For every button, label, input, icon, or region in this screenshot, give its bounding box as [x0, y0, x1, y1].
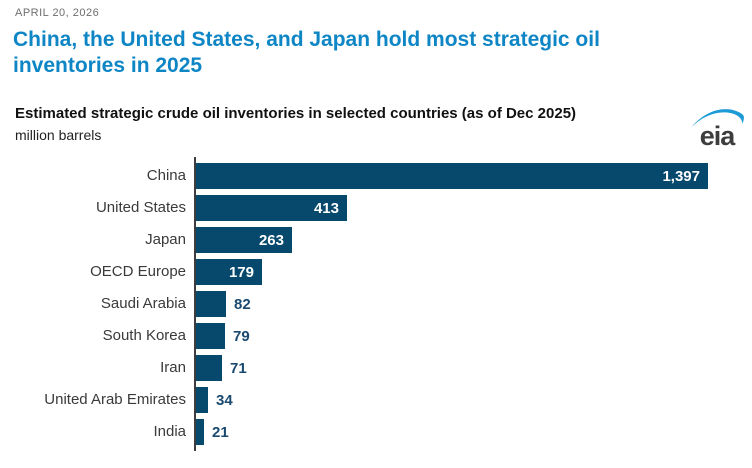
eia-logo-text: eia: [699, 121, 736, 151]
chart-rows: China 1,397 United States 413 Japan 263 OECD E…: [0, 160, 752, 448]
bar-plot-area: 79: [196, 320, 752, 352]
bar-plot-area: 21: [196, 416, 752, 448]
bar-value-label: 1,397: [662, 167, 700, 185]
bar: [196, 355, 222, 381]
bar: 1,397: [196, 163, 708, 189]
bar: 179: [196, 259, 262, 285]
bar-value-label: 71: [230, 359, 247, 377]
bar-row: China 1,397: [0, 160, 752, 192]
eia-logo: eia: [688, 104, 746, 151]
bar-plot-area: 263: [196, 224, 752, 256]
headline: China, the United States, and Japan hold…: [13, 27, 600, 79]
article-date: APRIL 20, 2026: [15, 7, 100, 19]
bar-chart: China 1,397 United States 413 Japan 263 OECD E…: [0, 157, 752, 451]
eia-swoosh-icon: [691, 109, 744, 128]
bar-value-label: 79: [233, 327, 250, 345]
bar-row: United States 413: [0, 192, 752, 224]
bar-plot-area: 1,397: [196, 160, 752, 192]
bar-row: Saudi Arabia 82: [0, 288, 752, 320]
bar-category-label: OECD Europe: [90, 263, 186, 280]
bar-value-label: 34: [216, 391, 233, 409]
bar-value-label: 413: [313, 199, 339, 217]
bar-value-label: 263: [258, 231, 284, 249]
bar-plot-area: 82: [196, 288, 752, 320]
bar: [196, 323, 225, 349]
bar-value-label: 21: [212, 423, 229, 441]
bar-row: India 21: [0, 416, 752, 448]
headline-line-1: China, the United States, and Japan hold…: [13, 28, 600, 51]
bar-category-label: Japan: [145, 231, 186, 248]
bar-category-label: China: [146, 167, 186, 184]
y-axis-line: [194, 157, 196, 451]
bar: [196, 291, 226, 317]
bar-row: United Arab Emirates 34: [0, 384, 752, 416]
chart-title: Estimated strategic crude oil inventorie…: [15, 105, 577, 122]
bar: 413: [196, 195, 347, 221]
bar-value-label: 82: [234, 295, 251, 313]
chart-unit-label: million barrels: [15, 127, 102, 143]
bar: [196, 387, 208, 413]
bar-row: OECD Europe 179: [0, 256, 752, 288]
bar: 263: [196, 227, 292, 253]
bar-value-label: 179: [228, 263, 254, 281]
bar-plot-area: 71: [196, 352, 752, 384]
bar: [196, 419, 204, 445]
bar-category-label: South Korea: [102, 327, 186, 344]
bar-plot-area: 34: [196, 384, 752, 416]
bar-category-label: Saudi Arabia: [100, 295, 186, 312]
bar-row: Japan 263: [0, 224, 752, 256]
bar-category-label: United States: [95, 199, 186, 216]
bar-category-label: India: [153, 423, 186, 440]
bar-row: South Korea 79: [0, 320, 752, 352]
bar-category-label: United Arab Emirates: [44, 391, 186, 408]
bar-plot-area: 179: [196, 256, 752, 288]
bar-plot-area: 413: [196, 192, 752, 224]
headline-line-2: inventories in 2025: [13, 54, 203, 77]
bar-row: Iran 71: [0, 352, 752, 384]
bar-category-label: Iran: [160, 359, 186, 376]
